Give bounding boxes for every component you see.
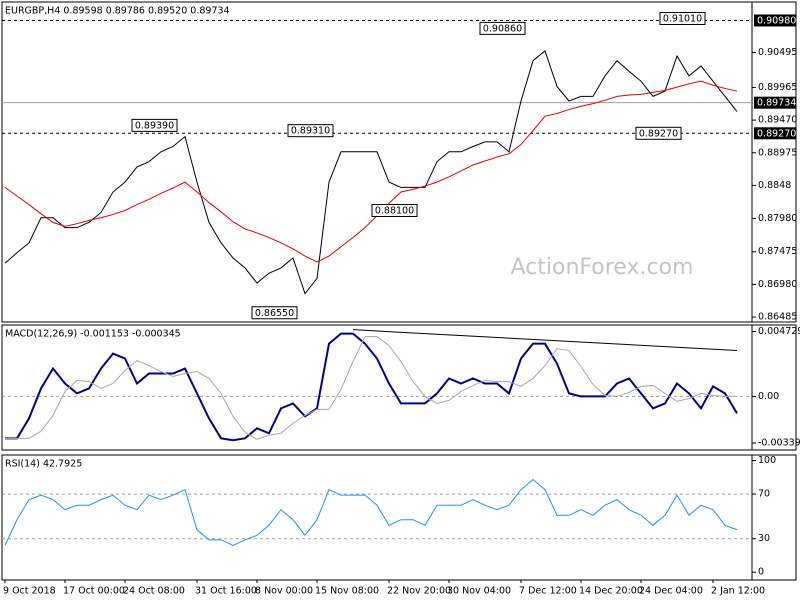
annotation-box xyxy=(251,306,298,320)
y-tick-label: 100 xyxy=(758,455,776,466)
annotation-label: 0.89390 xyxy=(135,120,174,131)
y-tick-label: 0.88975 xyxy=(758,147,797,158)
annotation-box xyxy=(287,124,334,138)
panel-frame xyxy=(1,324,797,451)
y-tick-label: 0.87475 xyxy=(758,246,797,257)
y-tick-label: 70 xyxy=(758,489,770,500)
annotation-label: 0.89310 xyxy=(291,126,330,137)
y-tick-label: 0.89965 xyxy=(758,82,797,93)
y-tick-label: 30 xyxy=(758,533,770,544)
panel-title: EURGBP,H4 0.89598 0.89786 0.89520 0.8973… xyxy=(5,6,230,17)
y-tick-label: 0.00 xyxy=(758,391,779,402)
annotation-label: 0.86550 xyxy=(255,308,294,319)
y-tick-label: 0.8848 xyxy=(758,180,791,191)
panel-frame xyxy=(1,1,797,323)
x-tick-label: 2 Jan 12:00 xyxy=(711,586,765,597)
series-line xyxy=(5,336,737,440)
y-tick-label: 0.87980 xyxy=(758,213,797,224)
watermark: ActionForex.com xyxy=(511,255,694,280)
annotation-box xyxy=(131,118,178,132)
y-tick-label: 0.004729 xyxy=(758,326,800,337)
level-label: 0.89270 xyxy=(757,128,796,139)
x-tick-label: 17 Oct 00:00 xyxy=(63,586,125,597)
trendline xyxy=(352,329,738,352)
y-tick-label: 0.89470 xyxy=(758,115,797,126)
level-label: 0.89734 xyxy=(757,98,796,109)
level-label-box xyxy=(754,14,796,27)
x-tick-label: 30 Nov 04:00 xyxy=(447,586,511,597)
annotation-label: 0.90860 xyxy=(483,23,522,34)
y-tick-label: 0 xyxy=(758,567,764,578)
annotation-label: 0.89270 xyxy=(639,128,678,139)
annotation-box xyxy=(371,203,418,217)
panel-frame xyxy=(1,454,797,581)
annotation-label: 0.88100 xyxy=(375,205,414,216)
panel-title: MACD(12,26,9) -0.001153 -0.000345 xyxy=(5,329,181,340)
panel-title: RSI(14) 42.7925 xyxy=(5,459,82,470)
y-tick-label: -0.003391 xyxy=(758,438,800,449)
y-tick-label: 0.90495 xyxy=(758,47,797,58)
x-tick-label: 8 Nov 00:00 xyxy=(255,586,313,597)
x-tick-label: 14 Dec 20:00 xyxy=(579,586,643,597)
y-tick-label: 0.86980 xyxy=(758,279,797,290)
x-tick-label: 7 Dec 12:00 xyxy=(519,586,577,597)
x-tick-label: 15 Nov 08:00 xyxy=(315,586,379,597)
annotation-label: 0.91010 xyxy=(663,13,702,24)
level-label-box xyxy=(754,96,796,109)
series-line xyxy=(4,478,738,546)
x-tick-label: 22 Nov 20:00 xyxy=(387,586,451,597)
series-line xyxy=(4,80,738,263)
y-tick-label: 0.86485 xyxy=(758,312,797,323)
annotation-box xyxy=(479,21,526,35)
level-label: 0.90980 xyxy=(757,15,796,26)
series-line xyxy=(4,49,738,295)
annotation-box xyxy=(659,11,706,25)
x-tick-label: 24 Oct 08:00 xyxy=(123,586,185,597)
x-tick-label: 9 Oct 2018 xyxy=(3,586,56,597)
series-line xyxy=(5,332,738,442)
x-tick-label: 31 Oct 16:00 xyxy=(195,586,257,597)
x-tick-label: 24 Dec 04:00 xyxy=(639,586,703,597)
level-label-box xyxy=(754,127,796,140)
annotation-box xyxy=(635,126,682,140)
